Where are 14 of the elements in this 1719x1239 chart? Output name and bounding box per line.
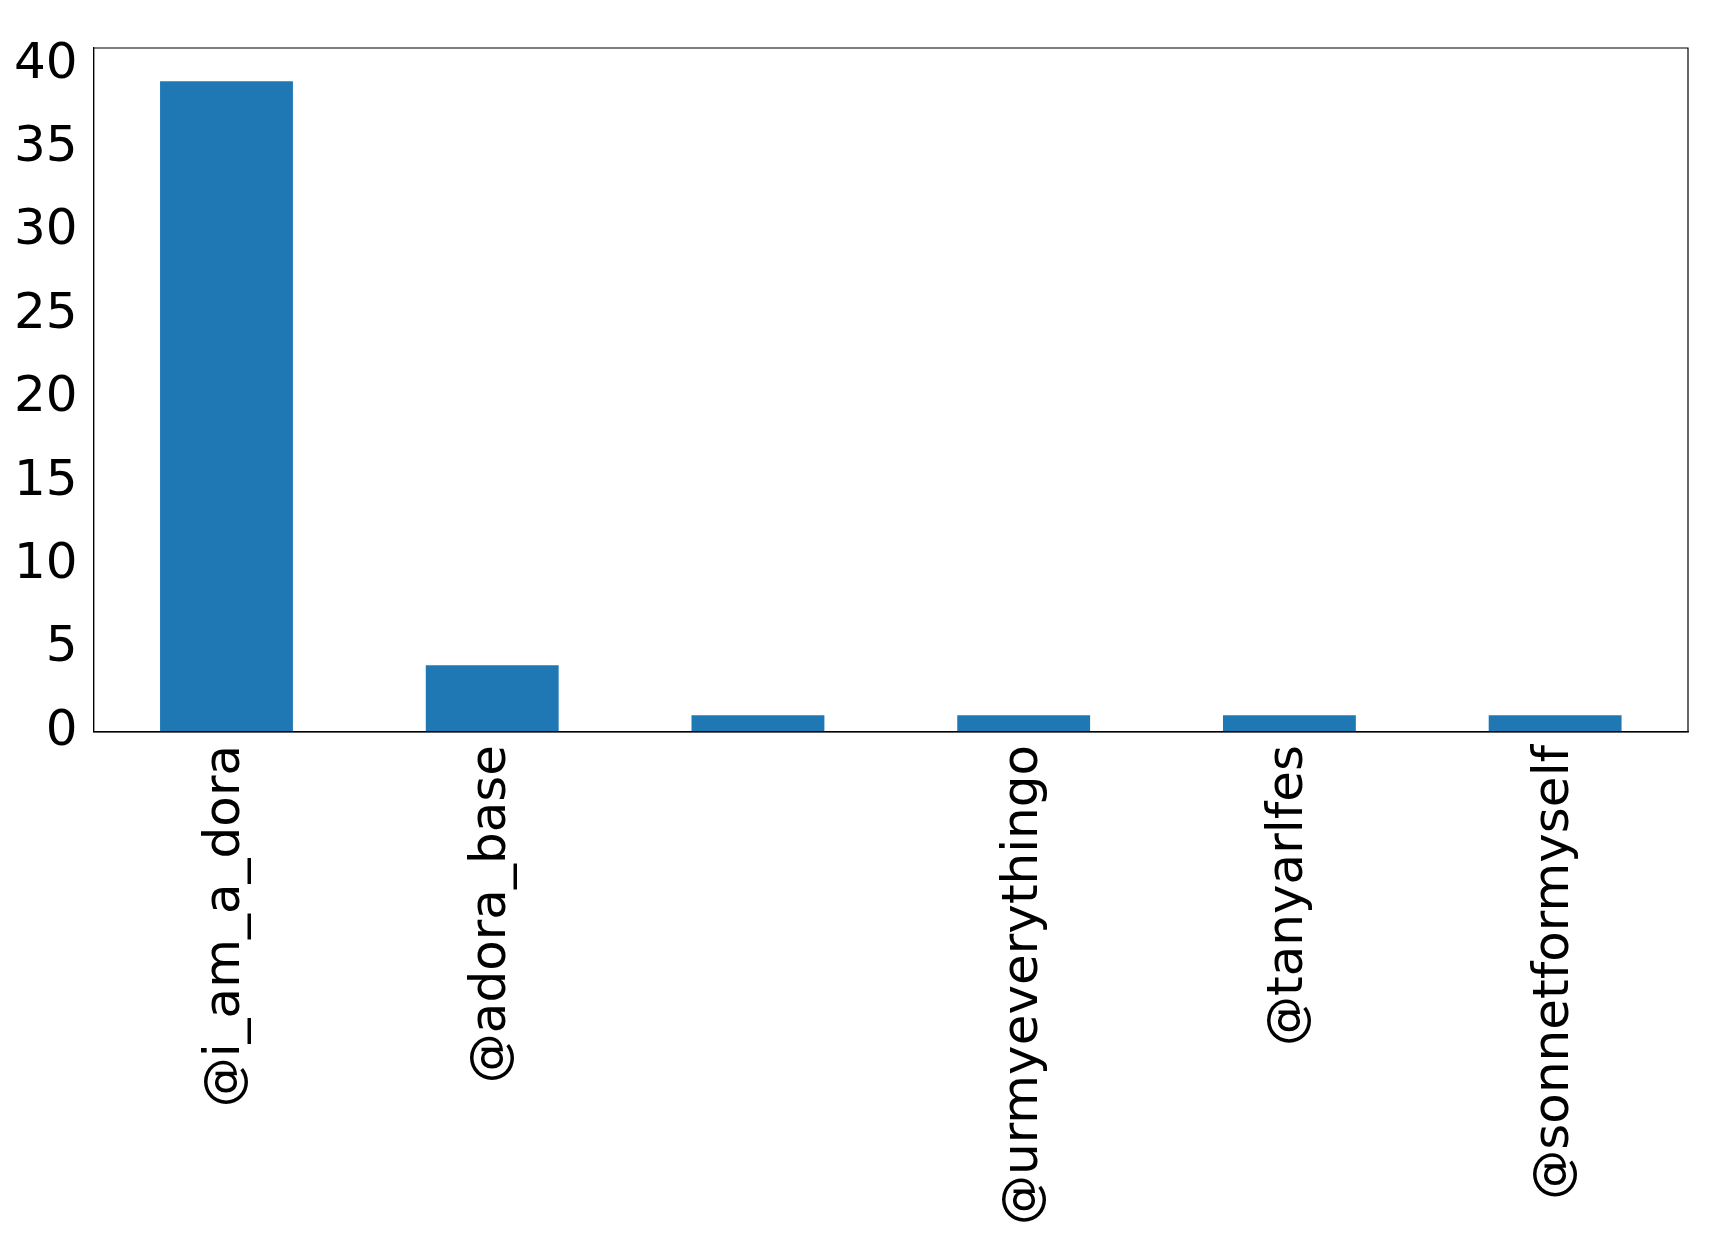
y-tick-label: 35	[14, 115, 78, 174]
x-tick-label: @tanyarlfes	[1256, 744, 1315, 1046]
y-tick-label: 15	[14, 448, 78, 507]
y-tick-label: 5	[45, 615, 78, 674]
x-tick-label: @urmyeverythingo	[990, 744, 1049, 1226]
x-tick-label: @sonnetformyself	[1522, 743, 1581, 1200]
x-tick-label: @adora_base	[459, 744, 518, 1084]
y-tick-label: 0	[45, 698, 78, 757]
y-tick-label: 20	[14, 365, 78, 424]
y-tick-label: 10	[14, 532, 78, 591]
y-tick-label: 25	[14, 281, 78, 340]
x-tick-label: @i_am_a_dora	[193, 744, 252, 1108]
y-tick-label: 30	[14, 198, 78, 257]
y-tick-label: 40	[14, 31, 78, 90]
